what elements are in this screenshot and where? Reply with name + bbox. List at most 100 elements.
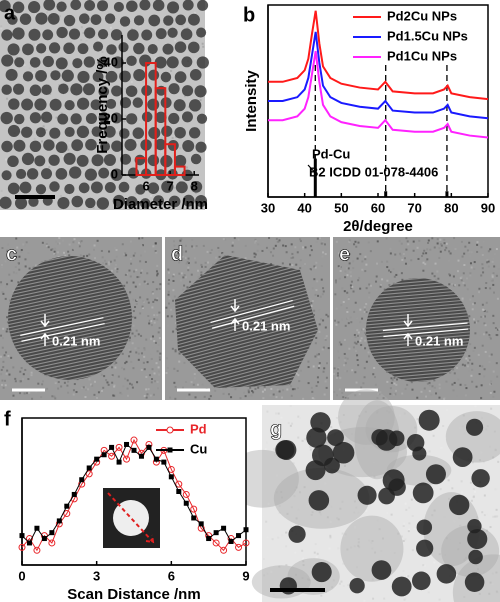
noise	[491, 279, 494, 282]
noise	[27, 252, 30, 255]
noise	[302, 246, 305, 249]
noise	[439, 250, 442, 253]
noise	[152, 300, 155, 303]
noise	[82, 123, 85, 126]
noise	[325, 313, 328, 316]
noise	[285, 564, 288, 567]
lattice-fringe	[366, 302, 470, 320]
particle	[471, 469, 490, 488]
noise	[495, 590, 498, 593]
noise	[291, 388, 294, 391]
x-tick-label: 0	[18, 568, 25, 583]
particle	[118, 42, 129, 53]
noise	[130, 28, 133, 31]
noise	[81, 387, 84, 390]
noise	[343, 359, 346, 362]
noise	[2, 386, 5, 389]
noise	[335, 240, 338, 243]
particle	[425, 464, 446, 485]
noise	[305, 478, 308, 481]
noise	[398, 240, 401, 243]
noise	[94, 257, 97, 260]
noise	[275, 396, 278, 399]
panel-label: d	[171, 243, 183, 265]
particle	[182, 194, 195, 207]
noise	[170, 308, 173, 311]
noise	[347, 267, 350, 270]
noise	[405, 574, 408, 577]
noise	[293, 388, 296, 391]
noise	[477, 320, 480, 323]
noise	[434, 262, 437, 265]
noise	[277, 412, 280, 415]
particle	[55, 57, 68, 70]
noise	[496, 515, 499, 518]
noise	[4, 384, 7, 387]
panel-label: c	[6, 243, 17, 265]
noise	[142, 307, 145, 310]
noise	[349, 271, 352, 274]
noise	[35, 44, 38, 47]
noise	[397, 532, 400, 535]
noise	[113, 362, 116, 365]
noise	[184, 276, 187, 279]
noise	[0, 368, 3, 371]
particle	[0, 111, 13, 125]
particle	[55, 167, 68, 180]
noise	[481, 263, 484, 266]
noise	[135, 299, 138, 302]
noise	[491, 260, 494, 263]
noise	[475, 385, 478, 388]
particle	[97, 56, 109, 68]
noise	[15, 237, 18, 240]
noise	[19, 370, 22, 373]
noise	[466, 288, 469, 291]
noise	[311, 287, 314, 290]
noise	[136, 381, 139, 384]
noise	[351, 285, 354, 288]
noise	[138, 120, 141, 123]
noise	[170, 298, 173, 301]
noise	[139, 312, 142, 315]
noise	[151, 306, 154, 309]
noise	[243, 391, 246, 394]
noise	[101, 180, 104, 183]
noise	[141, 269, 144, 272]
noise	[145, 396, 148, 399]
noise	[344, 356, 347, 359]
particle	[467, 528, 488, 550]
noise	[12, 394, 15, 397]
noise	[486, 425, 489, 428]
marker	[182, 490, 190, 498]
noise	[495, 508, 498, 511]
particle	[127, 29, 139, 41]
noise	[339, 376, 342, 379]
lattice-fringe	[8, 358, 132, 380]
noise	[154, 242, 157, 245]
nanoparticle	[366, 278, 470, 382]
noise	[100, 389, 103, 392]
noise	[174, 206, 177, 209]
marker	[64, 503, 70, 509]
noise	[359, 339, 362, 342]
noise	[363, 367, 366, 370]
noise	[128, 355, 131, 358]
noise	[428, 384, 431, 387]
noise	[277, 536, 280, 539]
noise	[425, 259, 428, 262]
noise	[318, 364, 321, 367]
noise	[378, 528, 381, 531]
noise	[483, 494, 486, 497]
noise	[481, 511, 484, 514]
noise	[138, 283, 141, 286]
noise	[126, 387, 129, 390]
particle	[98, 86, 110, 97]
particle	[147, 98, 160, 111]
noise	[138, 276, 141, 279]
noise	[307, 366, 310, 369]
noise	[338, 343, 341, 346]
noise	[377, 423, 380, 426]
noise	[341, 253, 344, 256]
noise	[318, 309, 321, 312]
noise	[174, 349, 177, 352]
